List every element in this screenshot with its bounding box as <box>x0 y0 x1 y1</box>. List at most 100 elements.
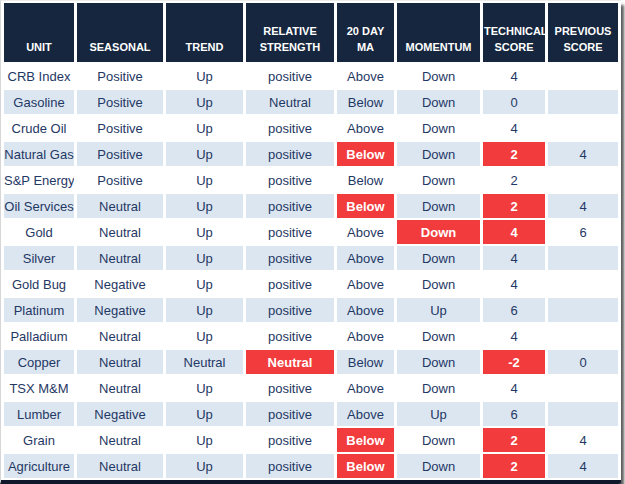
cell-20day-ma: Below <box>337 194 394 218</box>
cell-previous-score: 4 <box>548 428 618 452</box>
cell-technical-score: 4 <box>483 116 545 140</box>
cell-technical-score: 2 <box>483 454 545 478</box>
cell-momentum: Down <box>397 142 480 166</box>
table-row: Gold BugNegativeUppositiveAboveDown4 <box>4 272 618 296</box>
table-row: AgricultureNeutralUppositiveBelowDown24 <box>4 454 618 478</box>
cell-previous-score <box>548 376 618 400</box>
cell-momentum: Down <box>397 272 480 296</box>
cell-previous-score: 6 <box>548 220 618 244</box>
cell-momentum: Down <box>397 454 480 478</box>
cell-technical-score: 4 <box>483 246 545 270</box>
scoreboard-table: UNITSEASONALTRENDRELATIVE STRENGTH20 DAY… <box>1 1 621 480</box>
cell-unit: Crude Oil <box>4 116 74 140</box>
cell-seasonal: Positive <box>77 90 163 114</box>
cell-seasonal: Neutral <box>77 428 163 452</box>
cell-trend: Up <box>166 90 243 114</box>
column-header-20day-ma: 20 DAY MA <box>337 3 394 62</box>
table-row: Crude OilPositiveUppositiveAboveDown4 <box>4 116 618 140</box>
cell-previous-score: 4 <box>548 194 618 218</box>
cell-unit: Lumber <box>4 402 74 426</box>
cell-relative-strength: positive <box>246 428 334 452</box>
table-row: PalladiumNeutralUppositiveAboveDown4 <box>4 324 618 348</box>
cell-relative-strength: positive <box>246 272 334 296</box>
column-header-momentum: MOMENTUM <box>397 3 480 62</box>
cell-trend: Up <box>166 116 243 140</box>
cell-seasonal: Positive <box>77 142 163 166</box>
table-row: GrainNeutralUppositiveBelowDown24 <box>4 428 618 452</box>
cell-unit: Platinum <box>4 298 74 322</box>
cell-seasonal: Neutral <box>77 246 163 270</box>
cell-trend: Up <box>166 220 243 244</box>
cell-previous-score <box>548 64 618 88</box>
cell-technical-score: 4 <box>483 324 545 348</box>
cell-previous-score: 4 <box>548 454 618 478</box>
cell-relative-strength: positive <box>246 64 334 88</box>
column-header-technical-score: TECHNICAL SCORE <box>483 3 545 62</box>
cell-seasonal: Negative <box>77 272 163 296</box>
cell-technical-score: 2 <box>483 194 545 218</box>
cell-20day-ma: Above <box>337 376 394 400</box>
cell-momentum: Down <box>397 428 480 452</box>
cell-trend: Up <box>166 324 243 348</box>
cell-relative-strength: positive <box>246 376 334 400</box>
cell-technical-score: 2 <box>483 142 545 166</box>
cell-20day-ma: Above <box>337 324 394 348</box>
cell-seasonal: Negative <box>77 298 163 322</box>
cell-relative-strength: positive <box>246 246 334 270</box>
cell-20day-ma: Above <box>337 64 394 88</box>
cell-technical-score: 4 <box>483 272 545 296</box>
cell-momentum: Down <box>397 194 480 218</box>
cell-momentum: Down <box>397 90 480 114</box>
cell-20day-ma: Above <box>337 116 394 140</box>
cell-relative-strength: Neutral <box>246 350 334 374</box>
cell-relative-strength: positive <box>246 168 334 192</box>
cell-previous-score <box>548 116 618 140</box>
column-header-previous-score: PREVIOUS SCORE <box>548 3 618 62</box>
cell-technical-score: 4 <box>483 220 545 244</box>
column-header-relative-strength: RELATIVE STRENGTH <box>246 3 334 62</box>
cell-seasonal: Neutral <box>77 194 163 218</box>
column-header-seasonal: SEASONAL <box>77 3 163 62</box>
cell-seasonal: Positive <box>77 116 163 140</box>
cell-seasonal: Neutral <box>77 350 163 374</box>
cell-20day-ma: Above <box>337 272 394 296</box>
cell-technical-score: 6 <box>483 298 545 322</box>
cell-trend: Up <box>166 272 243 296</box>
cell-previous-score: 0 <box>548 350 618 374</box>
cell-trend: Up <box>166 194 243 218</box>
cell-unit: Gasoline <box>4 90 74 114</box>
table-row: Oil ServicesNeutralUppositiveBelowDown24 <box>4 194 618 218</box>
cell-previous-score: 4 <box>548 142 618 166</box>
scoreboard-frame: UNITSEASONALTRENDRELATIVE STRENGTH20 DAY… <box>0 0 621 484</box>
cell-technical-score: 0 <box>483 90 545 114</box>
column-header-trend: TREND <box>166 3 243 62</box>
cell-unit: Silver <box>4 246 74 270</box>
cell-trend: Up <box>166 142 243 166</box>
cell-seasonal: Neutral <box>77 220 163 244</box>
cell-unit: CRB Index <box>4 64 74 88</box>
cell-technical-score: 2 <box>483 428 545 452</box>
cell-momentum: Up <box>397 298 480 322</box>
cell-trend: Up <box>166 402 243 426</box>
cell-trend: Up <box>166 298 243 322</box>
table-row: CopperNeutralNeutralNeutralBelowDown-20 <box>4 350 618 374</box>
cell-momentum: Down <box>397 324 480 348</box>
cell-20day-ma: Above <box>337 298 394 322</box>
cell-previous-score <box>548 168 618 192</box>
cell-relative-strength: Neutral <box>246 90 334 114</box>
cell-technical-score: 2 <box>483 168 545 192</box>
cell-trend: Up <box>166 64 243 88</box>
cell-momentum: Down <box>397 116 480 140</box>
cell-seasonal: Negative <box>77 402 163 426</box>
table-row: CRB IndexPositiveUppositiveAboveDown4 <box>4 64 618 88</box>
cell-momentum: Up <box>397 402 480 426</box>
cell-20day-ma: Below <box>337 168 394 192</box>
cell-technical-score: 4 <box>483 64 545 88</box>
cell-relative-strength: positive <box>246 324 334 348</box>
cell-trend: Up <box>166 428 243 452</box>
table-body: CRB IndexPositiveUppositiveAboveDown4Gas… <box>4 64 618 478</box>
cell-technical-score: 6 <box>483 402 545 426</box>
cell-momentum: Down <box>397 376 480 400</box>
cell-20day-ma: Below <box>337 454 394 478</box>
table-row: LumberNegativeUppositiveAboveUp6 <box>4 402 618 426</box>
